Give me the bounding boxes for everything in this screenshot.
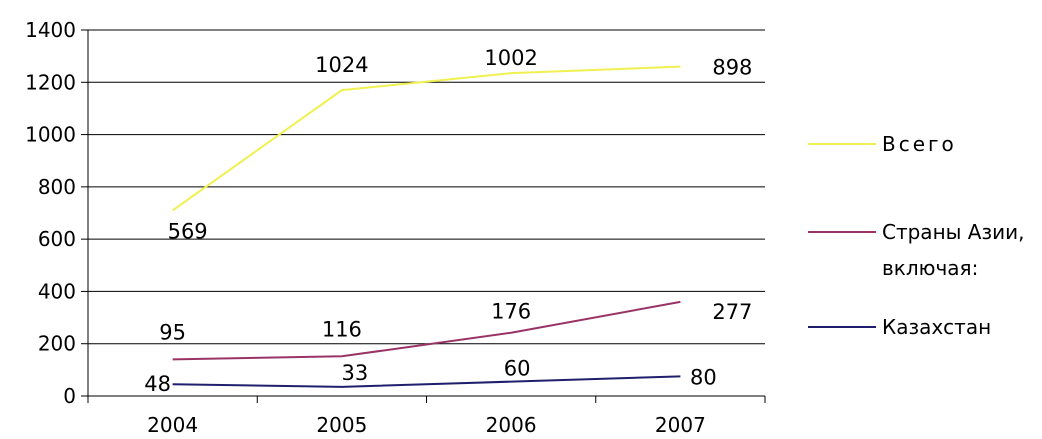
x-tick-label: 2004	[147, 413, 198, 437]
x-tick-label: 2005	[316, 413, 367, 437]
gridlines	[88, 29, 765, 345]
legend-label-3: Казахстан	[882, 315, 991, 339]
series-lines	[172, 65, 681, 388]
data-labels: 569 1024 1002 898 95 116 176 277 48 33 60 80	[144, 46, 752, 396]
data-label: 60	[504, 357, 531, 381]
data-label: 95	[159, 320, 186, 344]
legend-label-line: Страны Азии,	[882, 220, 1024, 244]
series-line-1	[172, 65, 681, 212]
y-tick-label: 1200	[25, 70, 76, 94]
data-label: 1002	[484, 46, 537, 70]
data-label: 569	[168, 219, 208, 243]
data-label: 898	[712, 56, 752, 80]
y-tick-label: 1400	[25, 18, 76, 42]
series-line-3	[172, 375, 681, 388]
y-tick-label: 400	[38, 279, 76, 303]
data-label: 48	[144, 372, 171, 396]
legend-label-1: Всего	[882, 132, 957, 156]
y-tick-label: 800	[38, 175, 76, 199]
axes	[81, 29, 766, 403]
legend-label-line: включая:	[882, 256, 978, 280]
x-tick-label: 2007	[655, 413, 706, 437]
data-label: 116	[322, 317, 362, 341]
legend-label-2: Страны Азии, включая:	[882, 220, 1024, 280]
series-line-2	[172, 300, 681, 361]
data-label: 277	[712, 300, 752, 324]
data-label: 1024	[315, 53, 368, 77]
x-axis-tick-labels: 2004 2005 2006 2007	[147, 413, 706, 437]
x-tick-label: 2006	[486, 413, 537, 437]
y-tick-label: 0	[63, 384, 76, 408]
y-tick-label: 1000	[25, 123, 76, 147]
legend: Всего Страны Азии, включая: Казахстан	[808, 132, 1024, 339]
data-label: 80	[690, 365, 717, 389]
y-tick-label: 600	[38, 227, 76, 251]
y-tick-label: 200	[38, 332, 76, 356]
data-label: 33	[342, 361, 369, 385]
data-label: 176	[491, 300, 531, 324]
y-axis-tick-labels: 0 200 400 600 800 1000 1200 1400	[25, 18, 76, 408]
